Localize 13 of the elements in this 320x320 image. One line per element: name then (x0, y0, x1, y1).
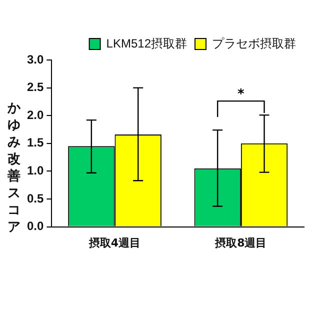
y-tick-label: 1.5 (26, 136, 44, 150)
y-tick-label: 0.5 (26, 191, 44, 206)
y-tick-label: 3.0 (26, 52, 44, 66)
y-tick-label: 0.0 (26, 219, 44, 234)
y-tick-label: 2.0 (26, 108, 44, 122)
y-tick-label: 2.5 (26, 80, 44, 94)
legend-label: LKM512摂取群 (106, 36, 188, 50)
annotation: * (238, 86, 245, 102)
legend-label: プラセボ摂取群 (212, 36, 296, 50)
y-axis-title: かゆみ改善スコア (6, 100, 22, 236)
y-tick-label: 1.0 (26, 164, 44, 178)
x-tick-label: 摂取4週目 (88, 236, 141, 250)
x-tick-label: 摂取8週目 (214, 236, 267, 250)
